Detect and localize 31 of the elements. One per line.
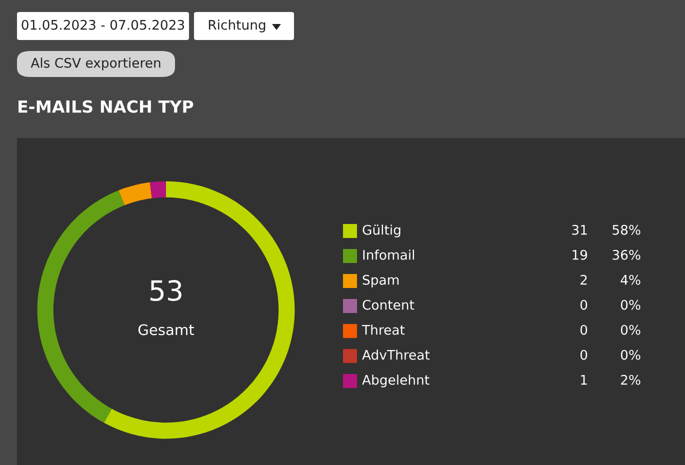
text: 53 bbox=[150, 280, 182, 302]
donut-slice bbox=[118, 182, 152, 206]
text: 31 bbox=[572, 224, 587, 235]
text: 0 bbox=[580, 324, 588, 335]
text: Gesamt bbox=[138, 324, 194, 336]
donut-slice bbox=[104, 181, 295, 439]
data-label: 58% bbox=[612, 224, 640, 235]
legend-label: Spam bbox=[362, 274, 399, 288]
data-label: 36% bbox=[612, 250, 640, 260]
donut-slice bbox=[150, 181, 166, 198]
legend-label: Threat bbox=[362, 324, 405, 335]
donut-slice bbox=[37, 190, 125, 423]
legend-label: AdvThreat bbox=[362, 350, 430, 360]
data-label: 2% bbox=[621, 374, 640, 385]
text: 1 bbox=[581, 375, 587, 385]
text: 0% bbox=[620, 300, 640, 310]
legend-label: Abgelehnt bbox=[362, 374, 430, 388]
text: Als CSV exportieren bbox=[30, 58, 160, 70]
legend-label: Infomail bbox=[363, 250, 414, 260]
text: 0% bbox=[620, 324, 640, 335]
text: 0 bbox=[580, 300, 588, 310]
legend-label: Content bbox=[362, 300, 414, 310]
text: 19 bbox=[572, 250, 588, 260]
text: 0% bbox=[620, 350, 640, 360]
text: 0 bbox=[580, 350, 588, 360]
text: 01.05.2023 - 07.05.2023 bbox=[22, 20, 184, 30]
chart-title: E-MAILS NACH TYP bbox=[18, 100, 194, 113]
legend-label: Gültig bbox=[362, 224, 400, 238]
text: Richtung bbox=[208, 20, 266, 32]
text: 2 bbox=[580, 274, 587, 285]
data-label: 4% bbox=[620, 274, 640, 285]
